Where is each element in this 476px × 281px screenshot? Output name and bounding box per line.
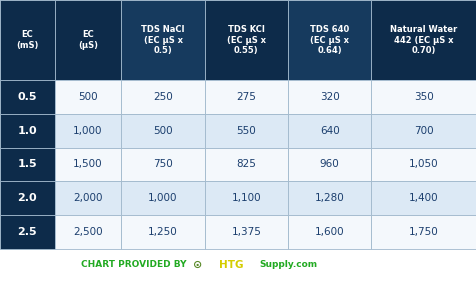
Bar: [205, 80, 288, 114]
Bar: [288, 148, 371, 181]
Text: CHART PROVIDED BY: CHART PROVIDED BY: [80, 260, 186, 269]
Bar: [121, 148, 205, 181]
Text: 750: 750: [153, 159, 173, 169]
Text: 1,000: 1,000: [73, 126, 103, 136]
Bar: [0, 215, 55, 249]
Bar: [55, 114, 121, 148]
Bar: [288, 0, 371, 80]
Bar: [121, 215, 205, 249]
Text: 1,400: 1,400: [409, 193, 438, 203]
Text: 1,100: 1,100: [231, 193, 261, 203]
Bar: [205, 215, 288, 249]
Bar: [205, 148, 288, 181]
Bar: [121, 80, 205, 114]
Text: 1,600: 1,600: [315, 227, 345, 237]
Text: 1,375: 1,375: [231, 227, 261, 237]
Bar: [205, 181, 288, 215]
Bar: [288, 114, 371, 148]
Bar: [288, 181, 371, 215]
Text: TDS 640
(EC μS x
0.64): TDS 640 (EC μS x 0.64): [310, 25, 349, 55]
Text: 350: 350: [414, 92, 434, 102]
Text: 825: 825: [237, 159, 256, 169]
Bar: [371, 0, 476, 80]
Bar: [121, 0, 205, 80]
Text: 550: 550: [237, 126, 256, 136]
Text: TDS KCl
(EC μS x
0.55): TDS KCl (EC μS x 0.55): [227, 25, 266, 55]
Text: 1.5: 1.5: [18, 159, 37, 169]
Text: 640: 640: [320, 126, 339, 136]
Text: 1.0: 1.0: [18, 126, 37, 136]
Text: 960: 960: [320, 159, 339, 169]
Bar: [55, 0, 121, 80]
Text: EC
(μS): EC (μS): [78, 30, 98, 50]
Text: 700: 700: [414, 126, 434, 136]
Bar: [0, 148, 55, 181]
Bar: [0, 114, 55, 148]
Text: 2,500: 2,500: [73, 227, 103, 237]
Text: 275: 275: [237, 92, 256, 102]
Text: HTG: HTG: [218, 260, 243, 270]
Text: 1,000: 1,000: [149, 193, 178, 203]
Text: 500: 500: [153, 126, 173, 136]
Text: 2.5: 2.5: [18, 227, 37, 237]
Bar: [288, 80, 371, 114]
Text: 1,500: 1,500: [73, 159, 103, 169]
Text: 500: 500: [78, 92, 98, 102]
Bar: [0, 181, 55, 215]
Bar: [0, 249, 476, 281]
Text: 2,000: 2,000: [73, 193, 103, 203]
Bar: [205, 114, 288, 148]
Text: 1,280: 1,280: [315, 193, 345, 203]
Text: 1,250: 1,250: [148, 227, 178, 237]
Text: 2.0: 2.0: [18, 193, 37, 203]
Bar: [288, 215, 371, 249]
Text: Supply.com: Supply.com: [259, 260, 317, 269]
Text: 1,050: 1,050: [409, 159, 438, 169]
Bar: [371, 215, 476, 249]
Text: Natural Water
442 (EC μS x
0.70): Natural Water 442 (EC μS x 0.70): [390, 25, 457, 55]
Bar: [121, 114, 205, 148]
Text: 250: 250: [153, 92, 173, 102]
Text: 0.5: 0.5: [18, 92, 37, 102]
Bar: [0, 0, 55, 80]
Bar: [55, 148, 121, 181]
Bar: [55, 80, 121, 114]
Text: TDS NaCl
(EC μS x
0.5): TDS NaCl (EC μS x 0.5): [141, 25, 185, 55]
Text: ⊙: ⊙: [193, 260, 202, 270]
Bar: [55, 215, 121, 249]
Bar: [205, 0, 288, 80]
Bar: [55, 181, 121, 215]
Bar: [371, 181, 476, 215]
Text: 1,750: 1,750: [409, 227, 438, 237]
Bar: [371, 80, 476, 114]
Text: 320: 320: [320, 92, 339, 102]
Bar: [371, 114, 476, 148]
Bar: [121, 181, 205, 215]
Bar: [0, 80, 55, 114]
Text: EC
(mS): EC (mS): [16, 30, 39, 50]
Bar: [371, 148, 476, 181]
